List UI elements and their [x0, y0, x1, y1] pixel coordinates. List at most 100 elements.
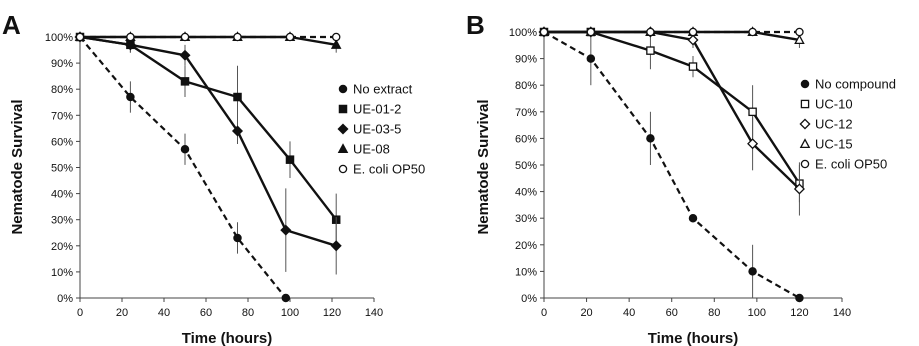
x-tick-label: 0	[541, 307, 547, 319]
x-tick-label: 20	[580, 307, 592, 319]
y-axis-title: Nematode Survival	[475, 99, 492, 234]
y-tick-label: 70%	[515, 107, 537, 119]
x-tick-label: 80	[708, 307, 720, 319]
legend-marker	[800, 79, 810, 89]
x-axis-title: Time (hours)	[648, 330, 739, 346]
series-line	[79, 35, 337, 247]
legend-entry: No compound	[800, 77, 896, 92]
data-point	[330, 39, 342, 49]
data-point	[586, 27, 596, 37]
x-tick-label: 20	[116, 307, 128, 319]
data-point	[748, 107, 757, 117]
y-tick-label: 40%	[51, 189, 73, 201]
y-tick-label: 30%	[51, 215, 73, 227]
legend-label: UC-10	[815, 97, 853, 112]
series-2	[75, 32, 341, 246]
x-tick-label: 140	[365, 307, 383, 319]
y-tick-label: 40%	[515, 187, 537, 199]
x-tick-label: 80	[242, 307, 254, 319]
y-tick-label: 30%	[515, 213, 537, 225]
legend-marker	[800, 159, 810, 169]
y-tick-label: 90%	[51, 58, 73, 70]
x-tick-label: 60	[200, 307, 212, 319]
legend: No extract UE-01-2 UE-03-5 UE-08 E. coli OP5…	[337, 82, 425, 177]
data-point	[794, 34, 805, 45]
data-point	[233, 233, 242, 243]
y-tick-label: 60%	[51, 136, 73, 148]
axes: 0 20 40 60 80 100 120 140 0% 10% 20% 30% 40% 50% 60% 70…	[45, 32, 383, 319]
x-tick-label: 40	[623, 307, 635, 319]
data-point	[233, 32, 242, 42]
legend-entry: UE-03-5	[337, 122, 401, 137]
data-point	[281, 293, 291, 303]
data-point	[646, 134, 655, 143]
legend-entry: UC-10	[800, 97, 853, 112]
y-tick-label: 80%	[515, 80, 537, 92]
data-point	[539, 27, 549, 37]
series-1	[539, 27, 804, 303]
data-point	[646, 46, 655, 55]
panel-b: B Nematode Survival Time (hours) 0 20 40 60…	[466, 10, 896, 346]
series-1	[75, 32, 291, 303]
legend-label: UC-12	[815, 117, 853, 132]
data-point	[180, 77, 190, 86]
data-point	[688, 27, 698, 37]
panel-label: B	[466, 10, 485, 40]
legend-label: UE-03-5	[353, 122, 401, 137]
axes: 0 20 40 60 80 100 120 140 0% 10% 20% 30% 40% 50% 60% 70…	[509, 27, 851, 319]
legend-entry: UE-08	[337, 142, 390, 157]
legend-marker	[338, 84, 348, 94]
x-tick-label: 140	[833, 307, 851, 319]
data-point	[795, 27, 804, 37]
data-point	[748, 27, 757, 37]
y-tick-label: 60%	[515, 133, 537, 145]
legend-marker	[338, 164, 348, 174]
legend-entry: No extract	[338, 82, 413, 97]
series-5	[75, 32, 341, 42]
legend: No compound UC-10 UC-12 UC-15 E. coli OP50	[799, 77, 896, 172]
data-point	[180, 144, 190, 154]
data-point	[280, 224, 292, 236]
x-tick-label: 120	[323, 307, 341, 319]
legend-marker	[800, 99, 810, 109]
plot-area	[74, 31, 342, 303]
legend-entry: UE-01-2	[338, 102, 401, 117]
y-tick-label: 20%	[51, 241, 73, 253]
data-point	[126, 32, 135, 42]
legend-entry: UC-15	[799, 137, 853, 152]
data-point	[586, 54, 596, 63]
data-point	[688, 213, 698, 223]
legend-marker	[338, 104, 348, 114]
series-line	[79, 35, 338, 221]
data-point	[285, 155, 295, 164]
x-tick-label: 100	[748, 307, 766, 319]
data-point	[687, 34, 699, 46]
series-line	[544, 30, 801, 190]
legend-marker	[337, 143, 349, 154]
legend-label: UE-08	[353, 142, 390, 157]
y-tick-label: 0%	[57, 293, 73, 305]
series-3	[538, 26, 805, 216]
legend-label: No extract	[353, 82, 413, 97]
legend-entry: E. coli OP50	[800, 157, 887, 172]
y-tick-label: 100%	[45, 32, 73, 44]
x-tick-label: 120	[790, 307, 808, 319]
plot-area	[538, 26, 805, 303]
data-point	[795, 293, 804, 303]
legend-marker	[337, 123, 349, 135]
x-tick-label: 40	[158, 307, 170, 319]
x-tick-label: 0	[77, 307, 83, 319]
series-2	[539, 27, 804, 203]
y-tick-label: 70%	[51, 110, 73, 122]
data-point	[75, 32, 85, 42]
data-point	[231, 125, 244, 137]
y-tick-label: 50%	[51, 163, 73, 175]
data-point	[180, 32, 190, 42]
data-point	[285, 32, 295, 42]
legend-label: No compound	[815, 77, 896, 92]
data-point	[748, 267, 757, 276]
legend-entry: UC-12	[799, 117, 853, 132]
series-line	[543, 31, 800, 299]
legend-label: E. coli OP50	[815, 157, 887, 172]
